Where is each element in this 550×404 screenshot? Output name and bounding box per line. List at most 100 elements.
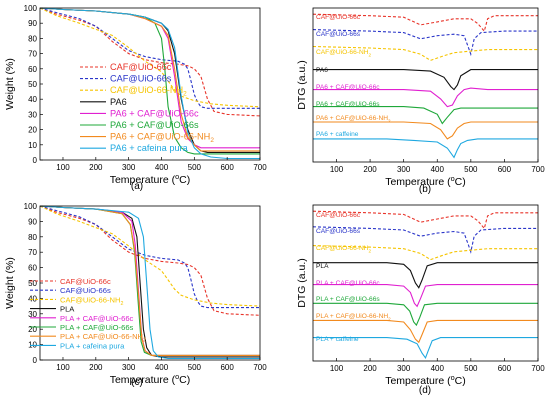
series-line-caf-uio-66s [39, 7, 260, 109]
y-tick-label: 80 [28, 233, 37, 242]
curve-label: CAF@UiO-66s [316, 228, 361, 235]
curve-label: PA6 + CAF@UiO-66s [316, 101, 380, 108]
y-tick-label: 70 [28, 248, 37, 257]
curve-label: CAF@UiO-66-NH2 [316, 245, 372, 254]
y-tick-label: 60 [28, 65, 37, 74]
curve-label: PA6 [316, 67, 328, 74]
y-tick-label: 30 [28, 110, 37, 119]
x-axis-label: Temperature (oC) [110, 372, 191, 386]
legend-entry: PLA + CAF@UiO-66s [60, 323, 134, 332]
x-tick-label: 400 [155, 163, 169, 172]
curve-label: CAF@UiO-66s [316, 31, 361, 38]
x-tick-label: 100 [330, 165, 344, 174]
curve-label: PLA + CAF@UiO-66-NH2 [316, 313, 391, 322]
series-line-caf-uio-66c [312, 13, 538, 33]
x-tick-label: 400 [431, 364, 445, 373]
y-tick-label: 70 [28, 50, 37, 59]
legend-entry: PA6 + cafeina pura [110, 143, 189, 153]
panel-tag: (d) [419, 385, 431, 396]
series-line-pa6 [313, 69, 538, 91]
series-line-caf-uio-66-nh2 [39, 7, 261, 108]
curve-label: PLA + CAF@UiO-66s [316, 296, 380, 303]
series-line-caf-uio-66-nh2 [39, 205, 261, 307]
y-tick-label: 90 [28, 217, 37, 226]
legend-entry: PLA + cafeina pura [60, 341, 125, 350]
curve-label: PLA [316, 263, 329, 270]
x-tick-label: 300 [397, 165, 411, 174]
legend: CAF@UiO-66cCAF@UiO-66sCAF@UiO-66-NH2PA6P… [316, 14, 391, 138]
plot-frame [312, 7, 539, 163]
x-tick-label: 700 [253, 363, 267, 372]
curve-label: CAF@UiO-66-NH2 [316, 49, 372, 58]
legend-entry: PLA + CAF@UiO-66c [60, 314, 134, 323]
legend-entry: CAF@UiO-66-NH2 [60, 295, 123, 307]
x-tick-label: 100 [330, 364, 344, 373]
legend: CAF@UiO-66cCAF@UiO-66sCAF@UiO-66-NH2PLAP… [30, 277, 146, 350]
y-tick-label: 40 [28, 95, 37, 104]
series-group [312, 13, 538, 159]
y-axis-label: DTG (a.u.) [296, 258, 308, 308]
x-tick-label: 200 [363, 364, 377, 373]
x-tick-label: 700 [531, 364, 545, 373]
curve-label: PLA + CAF@UiO-66c [316, 280, 380, 287]
y-tick-label: 30 [28, 310, 37, 319]
curve-label: CAF@UiO-66c [316, 212, 361, 219]
y-axis-label: Weight (%) [4, 58, 16, 110]
legend-entry: CAF@UiO-66c [60, 277, 111, 286]
x-tick-label: 700 [253, 163, 267, 172]
legend-entry: CAF@UiO-66c [110, 62, 172, 72]
series-line-pa6-cafeina-pura [39, 7, 260, 160]
series-line-pla-cafeina-pura [39, 205, 260, 360]
x-tick-label: 600 [220, 163, 234, 172]
series-line-caf-uio-66s [312, 226, 538, 254]
x-tick-label: 500 [464, 364, 478, 373]
series-line-pla [313, 262, 538, 289]
x-tick-label: 100 [56, 163, 70, 172]
x-tick-label: 400 [155, 363, 169, 372]
legend-entry: PLA [60, 305, 75, 314]
series-line-pa6-caf-uio-66c [313, 87, 538, 108]
y-tick-label: 50 [28, 279, 37, 288]
y-tick-label: 60 [28, 264, 37, 273]
y-tick-label: 20 [28, 126, 37, 135]
series-group [312, 210, 538, 360]
x-axis-label: Temperature (oC) [385, 373, 466, 387]
chart-panel-4: 100 200 300 400 500 600 700 Temperature (oC) DTG… [296, 204, 545, 396]
x-tick-label: 500 [188, 163, 202, 172]
x-axis-label: Temperature (oC) [110, 172, 191, 186]
curve-label: PA6 + CAF@UiO-66-NH2 [316, 115, 391, 124]
x-tick-label: 200 [363, 165, 377, 174]
x-tick-label: 100 [56, 363, 70, 372]
legend-entry: CAF@UiO-66s [60, 286, 111, 295]
plot-frame [312, 204, 539, 362]
legend-entry: PA6 [110, 97, 127, 107]
x-tick-label: 500 [188, 363, 202, 372]
x-tick-label: 600 [220, 363, 234, 372]
series-line-caf-uio-66c [39, 7, 261, 117]
y-tick-label: 90 [28, 19, 37, 28]
series-group [39, 205, 261, 360]
legend-entry: PA6 + CAF@UiO-66-NH2 [110, 132, 214, 145]
legend-entry: PA6 + CAF@UiO-66c [110, 108, 199, 118]
series-line-pla-caf-uio-66c [313, 284, 538, 308]
y-tick-label: 80 [28, 34, 37, 43]
y-tick-label: 10 [28, 141, 37, 150]
x-tick-label: 500 [464, 165, 478, 174]
series-line-caf-uio-66s [39, 205, 260, 309]
series-line-pla-caf-uio-66s [313, 302, 538, 327]
legend: CAF@UiO-66cCAF@UiO-66sCAF@UiO-66-NH2PA6P… [80, 62, 214, 153]
x-tick-label: 300 [397, 364, 411, 373]
x-tick-label: 400 [431, 165, 445, 174]
series-line-pla-caffeine [313, 337, 538, 360]
y-tick-label: 100 [24, 202, 38, 211]
panel-tag: (b) [419, 184, 431, 195]
y-axis-label: DTG (a.u.) [296, 60, 308, 110]
legend-entry: CAF@UiO-66-NH2 [110, 85, 187, 98]
panel-tag: (c) [131, 377, 143, 388]
series-line-caf-uio-66c [312, 210, 538, 230]
chart-panel-1: 100 200 300 400 500 600 700 0 10 20 30 40 50 60 70 80 90… [4, 4, 267, 192]
y-tick-label: 50 [28, 80, 37, 89]
x-tick-label: 600 [498, 165, 512, 174]
x-tick-label: 300 [122, 163, 136, 172]
